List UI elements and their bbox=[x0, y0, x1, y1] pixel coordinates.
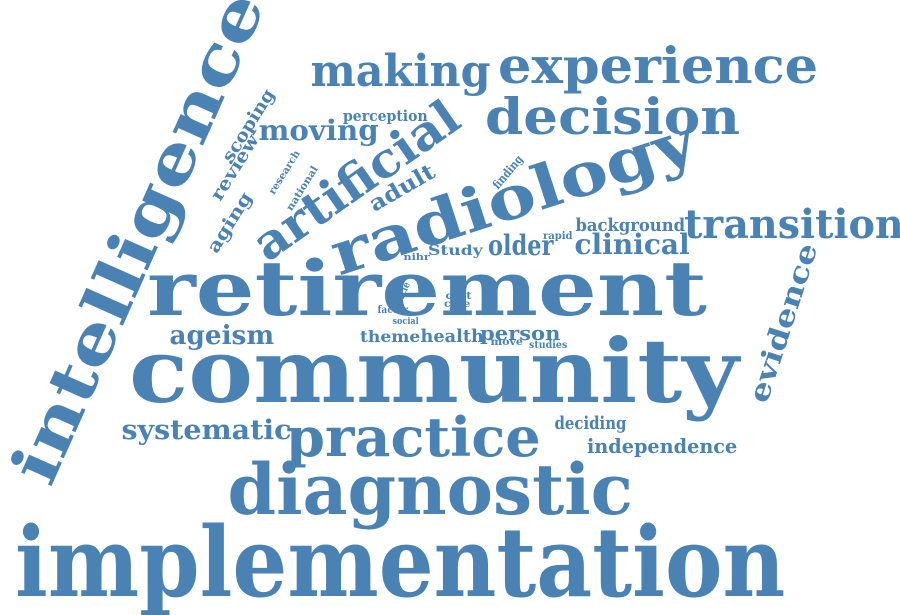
word-practice: practice bbox=[285, 405, 541, 469]
word-deciding: deciding bbox=[553, 413, 626, 434]
word-care: care bbox=[443, 299, 471, 310]
word-studies: studies bbox=[529, 340, 568, 351]
word-making: making bbox=[310, 46, 491, 97]
word-social: social bbox=[392, 316, 419, 327]
word-health: health bbox=[420, 326, 484, 347]
word-older: older bbox=[487, 229, 553, 262]
word-moving: moving bbox=[257, 114, 379, 147]
word-independence: independence bbox=[587, 434, 738, 458]
word-study: Study bbox=[427, 243, 483, 259]
word-perception: perception bbox=[342, 106, 428, 125]
word-person: person bbox=[479, 321, 561, 345]
word-transition: transition bbox=[683, 201, 900, 248]
word-community: community bbox=[129, 319, 739, 423]
word-move: move bbox=[489, 337, 523, 348]
word-nihr: nihr bbox=[402, 252, 430, 263]
word-cost: cost bbox=[444, 291, 472, 302]
word-systematic: systematic bbox=[121, 414, 291, 446]
word-retirement: retirement bbox=[147, 244, 707, 333]
word-decision: decision bbox=[484, 87, 740, 146]
word-theme: theme bbox=[359, 327, 421, 346]
word-implementation: implementation bbox=[15, 506, 786, 615]
word-diagnostic: diagnostic bbox=[227, 448, 633, 531]
word-rapid: rapid bbox=[543, 231, 573, 242]
word-clinical: clinical bbox=[574, 228, 690, 261]
word-evidence: evidence bbox=[741, 239, 824, 407]
word-experience: experience bbox=[497, 36, 819, 95]
word-ageism: ageism bbox=[169, 321, 275, 351]
word-factor: factor bbox=[377, 305, 408, 316]
word-background: background bbox=[574, 215, 685, 236]
